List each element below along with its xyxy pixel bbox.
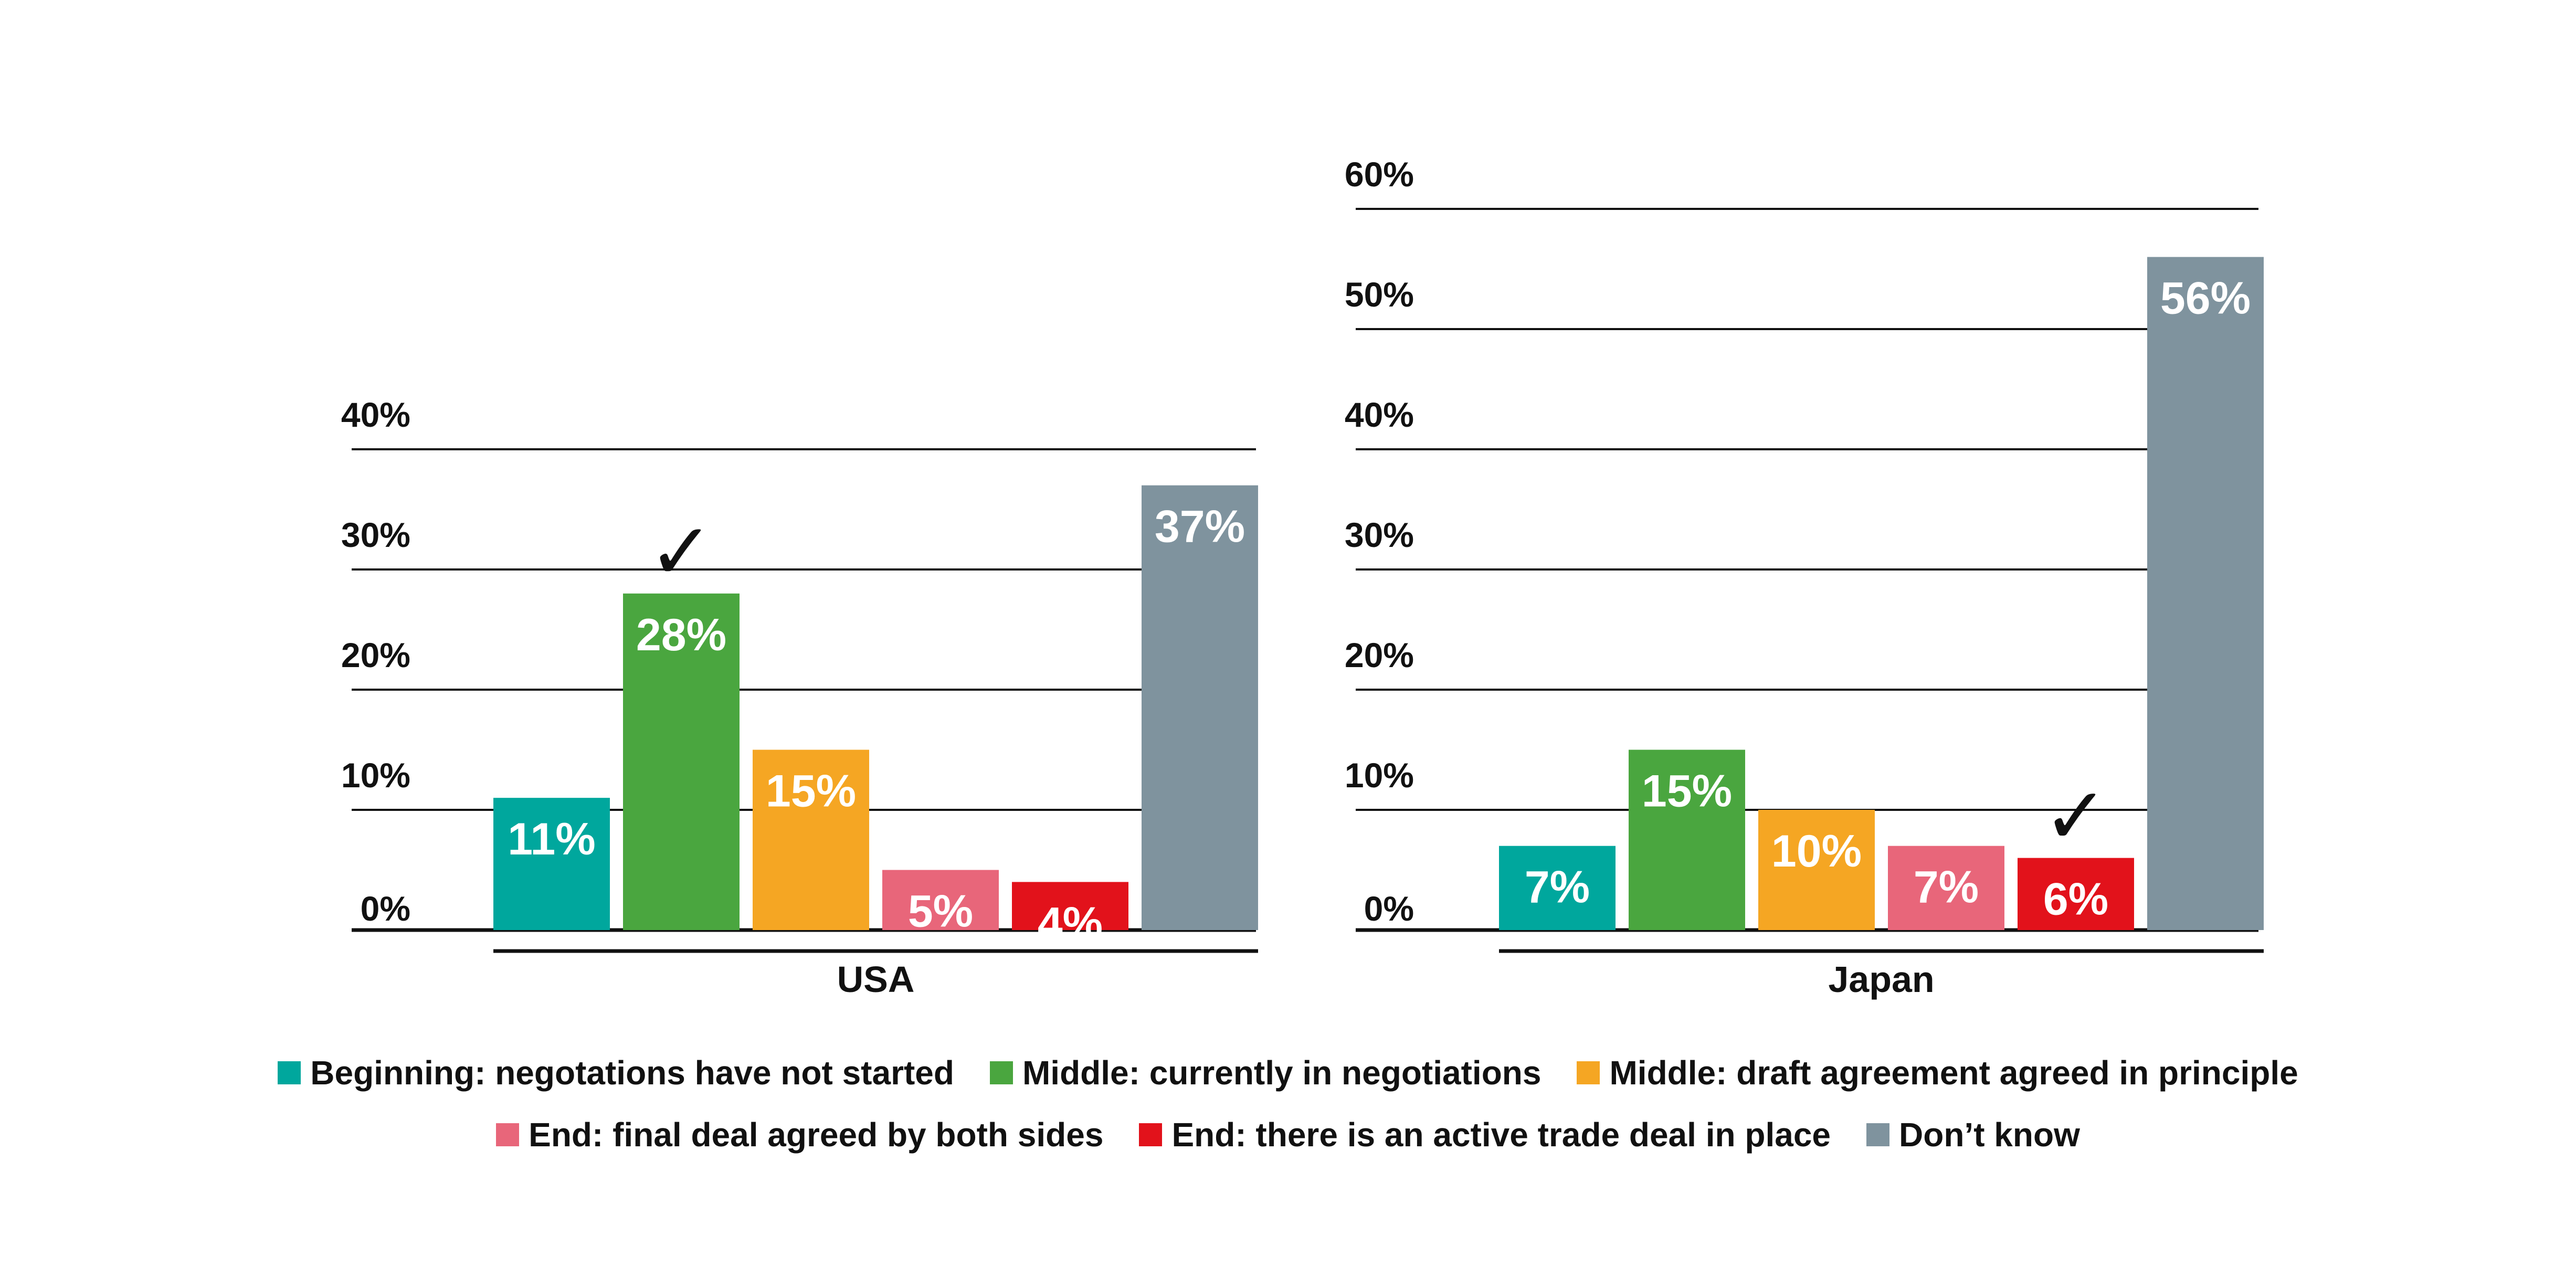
legend-row-2: End: final deal agreed by both sides End… xyxy=(0,1104,2576,1166)
y-tick-label: 0% xyxy=(361,889,410,928)
legend-row-1: Beginning: negotations have not started … xyxy=(0,1042,2576,1104)
y-tick-label: 30% xyxy=(341,515,410,554)
data-label: 5% xyxy=(908,886,973,937)
checkmark-icon: ✓ xyxy=(2043,771,2109,862)
legend-label: End: there is an active trade deal in pl… xyxy=(1171,1116,1831,1154)
bar xyxy=(623,593,740,930)
legend-swatch xyxy=(989,1061,1013,1084)
legend-item-dont-know: Don’t know xyxy=(1866,1115,2080,1154)
legend-item-middle-negotiations: Middle: currently in negotiations xyxy=(989,1053,1542,1092)
legend-label: End: final deal agreed by both sides xyxy=(529,1116,1104,1154)
legend-swatch xyxy=(1139,1123,1163,1146)
bar xyxy=(753,749,869,930)
data-label: 15% xyxy=(1642,766,1732,817)
legend-item-middle-draft: Middle: draft agreement agreed in princi… xyxy=(1577,1053,2298,1092)
y-tick-label: 30% xyxy=(1345,515,1414,554)
bar xyxy=(882,870,999,930)
legend-swatch xyxy=(496,1123,520,1146)
bar xyxy=(1142,485,1258,930)
legend-label: Beginning: negotations have not started xyxy=(310,1054,954,1092)
legend-item-end-active-deal: End: there is an active trade deal in pl… xyxy=(1139,1115,1831,1154)
y-tick-label: 40% xyxy=(341,395,410,434)
y-tick-label: 60% xyxy=(1345,155,1414,194)
legend-item-beginning: Beginning: negotations have not started xyxy=(278,1053,954,1092)
legend-item-end-final-deal: End: final deal agreed by both sides xyxy=(496,1115,1103,1154)
checkmark-icon: ✓ xyxy=(648,506,714,598)
bar xyxy=(1629,749,1745,930)
legend-label: Middle: currently in negotiations xyxy=(1022,1054,1542,1092)
bar xyxy=(2147,257,2264,931)
bar xyxy=(2018,858,2134,930)
bar xyxy=(1012,882,1128,930)
bar xyxy=(1758,810,1875,930)
data-label: 56% xyxy=(2160,273,2251,324)
data-label: 10% xyxy=(1771,826,1862,877)
bar xyxy=(493,798,610,930)
legend-label: Middle: draft agreement agreed in princi… xyxy=(1609,1054,2298,1092)
data-label: 28% xyxy=(636,610,726,660)
panel-label: Japan xyxy=(1828,959,1934,1000)
legend: Beginning: negotations have not started … xyxy=(0,1042,2576,1166)
data-label: 7% xyxy=(1914,862,1979,913)
y-tick-label: 40% xyxy=(1345,395,1414,434)
data-label: 7% xyxy=(1525,862,1590,913)
y-tick-label: 10% xyxy=(341,756,410,795)
y-tick-label: 20% xyxy=(1345,636,1414,674)
y-tick-label: 20% xyxy=(341,636,410,674)
legend-swatch xyxy=(1866,1123,1890,1146)
data-label: 37% xyxy=(1155,502,1245,552)
legend-label: Don’t know xyxy=(1899,1116,2080,1154)
legend-swatch xyxy=(278,1061,301,1084)
bar xyxy=(1499,846,1616,930)
data-label: 15% xyxy=(766,766,856,817)
bar xyxy=(1888,846,2004,930)
y-tick-label: 50% xyxy=(1345,275,1414,314)
legend-swatch xyxy=(1577,1061,1600,1084)
data-label: 4% xyxy=(1038,898,1103,948)
data-label: 11% xyxy=(508,814,595,864)
y-tick-label: 10% xyxy=(1345,756,1414,795)
data-label: 6% xyxy=(2043,874,2108,925)
y-tick-label: 0% xyxy=(1364,889,1414,928)
panel-label: USA xyxy=(837,959,915,1000)
